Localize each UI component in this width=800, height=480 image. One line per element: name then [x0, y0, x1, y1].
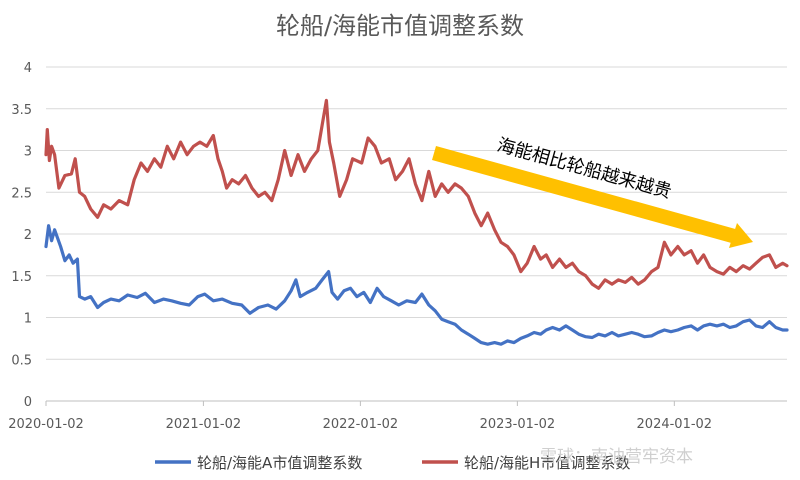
y-tick-label: 0.5	[11, 353, 32, 368]
y-tick-label: 0	[24, 395, 32, 410]
legend-label-2: 轮船/海能H市值调整系数	[464, 454, 630, 472]
legend-label-1: 轮船/海能A市值调整系数	[197, 454, 362, 472]
series-line-2	[44, 98, 789, 290]
trend-arrow-head	[729, 223, 753, 248]
y-tick-label: 2.5	[11, 186, 32, 201]
y-tick-label: 1	[24, 312, 32, 327]
y-tick-label: 3.5	[11, 103, 32, 118]
watermark: 雪球：南油营牢资本	[540, 447, 693, 467]
chart-title: 轮船/海能市值调整系数	[276, 12, 524, 40]
legend: 轮船/海能A市值调整系数 轮船/海能H市值调整系数	[155, 454, 630, 472]
x-tick-label: 2022-01-02	[323, 417, 399, 432]
y-tick-label: 1.5	[11, 270, 32, 285]
x-axis-ticks: 2020-01-02 2021-01-02 2022-01-02 2023-01-02…	[8, 401, 712, 432]
gridlines	[46, 66, 787, 402]
x-tick-label: 2021-01-02	[166, 417, 242, 432]
series-line-1	[44, 224, 789, 346]
y-tick-label: 3	[24, 145, 32, 160]
trend-annotation: 海能相比轮船越来越贵	[432, 135, 753, 248]
y-tick-label: 2	[24, 228, 32, 243]
trend-arrow	[432, 146, 739, 244]
x-tick-label: 2023-01-02	[480, 417, 556, 432]
y-axis-ticks: 0 0.5 1 1.5 2 2.5 3 3.5 4	[11, 61, 32, 410]
y-tick-label: 4	[24, 61, 32, 76]
series-lines	[44, 98, 789, 346]
x-tick-label: 2024-01-02	[637, 417, 713, 432]
x-tick-label: 2020-01-02	[8, 417, 84, 432]
